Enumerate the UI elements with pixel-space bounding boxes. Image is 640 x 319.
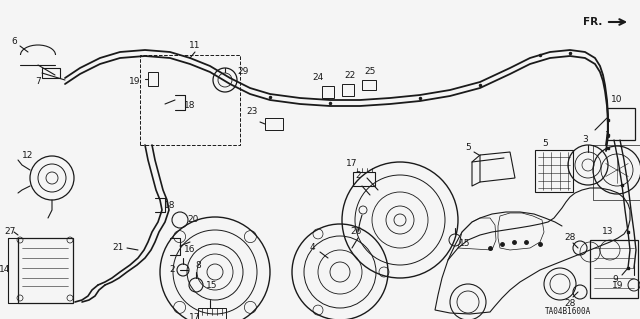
Text: 9: 9 bbox=[612, 276, 618, 285]
Text: 2: 2 bbox=[169, 265, 175, 275]
Text: FR.: FR. bbox=[582, 17, 602, 27]
Text: 12: 12 bbox=[22, 151, 34, 160]
Text: 13: 13 bbox=[602, 227, 614, 236]
Text: 29: 29 bbox=[237, 68, 249, 77]
Text: 20: 20 bbox=[188, 216, 198, 225]
Text: 19: 19 bbox=[129, 78, 141, 86]
Bar bbox=[42, 68, 60, 78]
Bar bbox=[353, 172, 375, 186]
Text: 1: 1 bbox=[605, 131, 611, 140]
Text: 17: 17 bbox=[189, 313, 201, 319]
Text: TA04B1600A: TA04B1600A bbox=[545, 308, 591, 316]
Text: 22: 22 bbox=[344, 71, 356, 80]
Bar bbox=[607, 108, 635, 140]
Text: 17: 17 bbox=[346, 159, 358, 167]
Text: 16: 16 bbox=[184, 246, 196, 255]
Text: 5: 5 bbox=[465, 143, 471, 152]
Text: 8: 8 bbox=[195, 261, 201, 270]
Text: 25: 25 bbox=[364, 68, 376, 77]
Text: 5: 5 bbox=[542, 138, 548, 147]
Text: 15: 15 bbox=[460, 239, 471, 248]
Bar bbox=[590, 240, 638, 298]
Text: 11: 11 bbox=[189, 41, 201, 50]
Bar bbox=[535, 150, 573, 192]
Text: 2: 2 bbox=[355, 170, 361, 180]
Bar bbox=[198, 308, 226, 319]
Text: 23: 23 bbox=[246, 108, 258, 116]
Text: 21: 21 bbox=[112, 243, 124, 253]
Bar bbox=[148, 72, 158, 86]
Bar bbox=[140, 55, 240, 145]
Text: 26: 26 bbox=[350, 227, 362, 236]
Text: 6: 6 bbox=[11, 38, 17, 47]
Text: 10: 10 bbox=[611, 95, 623, 105]
Text: 27: 27 bbox=[4, 227, 16, 236]
Text: 3: 3 bbox=[582, 136, 588, 145]
Text: 24: 24 bbox=[312, 73, 324, 83]
Bar bbox=[362, 80, 376, 90]
Text: 4: 4 bbox=[309, 243, 315, 253]
Bar bbox=[265, 118, 283, 130]
Text: 15: 15 bbox=[206, 280, 218, 290]
Text: 19: 19 bbox=[612, 280, 624, 290]
Text: 18: 18 bbox=[164, 201, 176, 210]
Bar bbox=[342, 84, 354, 96]
Bar bbox=[18, 238, 73, 303]
Text: 18: 18 bbox=[184, 100, 196, 109]
Bar bbox=[322, 86, 334, 98]
Text: 28: 28 bbox=[564, 234, 576, 242]
Text: 7: 7 bbox=[35, 78, 41, 86]
Text: 14: 14 bbox=[0, 265, 11, 275]
Text: 28: 28 bbox=[564, 299, 576, 308]
